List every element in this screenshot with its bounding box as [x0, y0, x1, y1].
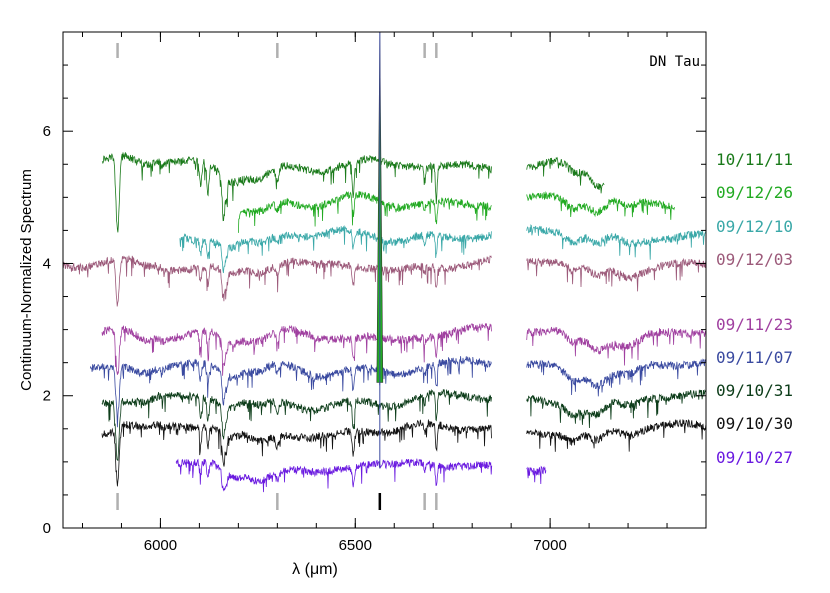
legend-label: 09/12/03: [716, 250, 793, 269]
y-axis-label: Continuum-Normalized Spectrum: [18, 169, 35, 391]
legend-label: 09/11/07: [716, 348, 793, 367]
series-line: [526, 465, 547, 485]
object-label: DN Tau: [649, 54, 700, 70]
series-line: [526, 358, 707, 397]
x-tick-label: 7000: [533, 537, 566, 554]
series-line: [526, 326, 706, 366]
y-tick-label: 0: [43, 520, 51, 537]
series-line: [101, 419, 492, 487]
series-line: [526, 224, 707, 260]
axes: 6000 6500 7000 0 2 4 6: [43, 32, 707, 554]
legend-label: 09/12/26: [716, 183, 793, 202]
series-line: [526, 257, 707, 292]
series-line: [62, 255, 492, 307]
legend: 10/11/11 09/12/26 09/12/10 09/12/03 09/11/23…: [716, 150, 793, 467]
plot-frame: [62, 31, 707, 529]
series-line: [526, 156, 605, 194]
x-tick-label: 6500: [339, 537, 372, 554]
series-layer: [62, 31, 707, 493]
legend-label: 09/12/10: [716, 217, 793, 236]
legend-label: 09/11/23: [716, 315, 793, 334]
y-tick-label: 2: [43, 388, 51, 405]
x-tick-label: 6000: [144, 537, 177, 554]
legend-label: 09/10/30: [716, 414, 793, 433]
legend-label: 09/10/31: [716, 381, 793, 400]
series-line: [179, 225, 492, 274]
series-line: [526, 389, 706, 429]
series-line: [89, 356, 492, 428]
legend-label: 09/10/27: [716, 448, 793, 467]
legend-label: 10/11/11: [716, 150, 793, 169]
series-line: [526, 190, 675, 220]
y-tick-label: 6: [43, 123, 51, 140]
x-axis-label: λ (μm): [292, 561, 338, 578]
series-line: [238, 191, 492, 233]
y-tick-label: 4: [43, 255, 51, 272]
series-line: [101, 388, 492, 461]
line-marks: [116, 43, 438, 510]
series-line: [101, 323, 492, 376]
series-line: [101, 152, 492, 233]
series-line: [175, 458, 493, 493]
series-line: [526, 419, 707, 452]
